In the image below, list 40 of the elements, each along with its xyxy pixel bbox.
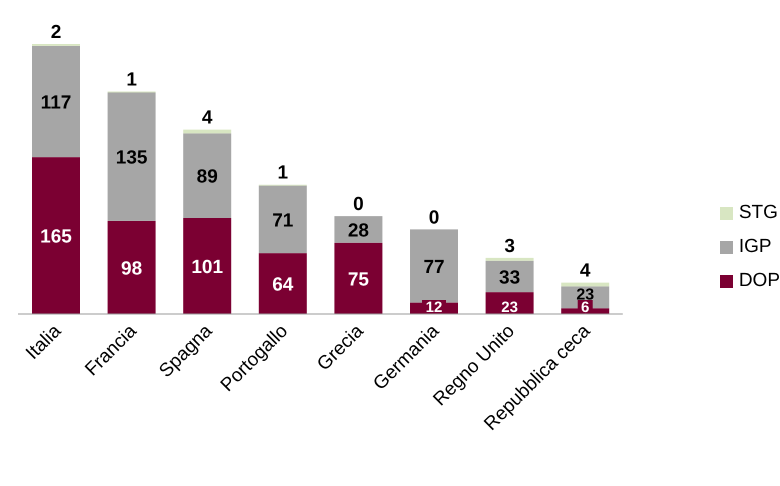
data-label: 89 [196, 166, 218, 188]
data-label: 1 [126, 70, 138, 91]
bar [108, 92, 156, 221]
data-label: 3 [504, 236, 515, 257]
data-label: 0 [428, 207, 440, 228]
data-label: 75 [348, 269, 370, 290]
data-label: 135 [116, 148, 148, 169]
legend-label: DOP [738, 270, 780, 292]
x-tick-label: Italia [22, 320, 66, 364]
bar [486, 258, 534, 261]
data-label: 101 [191, 256, 224, 278]
data-label: 0 [353, 194, 364, 216]
bar [258, 253, 307, 314]
bar [108, 220, 156, 314]
bar [32, 46, 80, 158]
bar [32, 157, 80, 314]
data-label: 77 [423, 256, 445, 278]
bar [561, 282, 610, 286]
data-label: 28 [348, 220, 369, 242]
data-label: 117 [40, 92, 72, 114]
legend-label: IGP [738, 236, 772, 258]
bar [183, 218, 232, 314]
bar [334, 242, 382, 314]
data-label: 33 [499, 267, 520, 288]
bar [183, 130, 232, 134]
data-label: 4 [202, 108, 213, 129]
data-label: 23 [501, 299, 518, 316]
data-label: 1 [278, 162, 289, 184]
data-label: 165 [40, 226, 72, 248]
data-label: 71 [272, 210, 294, 232]
bar [183, 133, 232, 218]
data-label: 12 [426, 299, 442, 316]
data-label: 64 [272, 274, 294, 296]
data-label: 2 [50, 22, 62, 43]
legend-label: STG [738, 202, 778, 224]
bar [258, 186, 307, 254]
data-label: 98 [121, 258, 142, 280]
data-label: 6 [581, 299, 590, 316]
data-label: 4 [580, 260, 591, 282]
bar [410, 229, 458, 303]
